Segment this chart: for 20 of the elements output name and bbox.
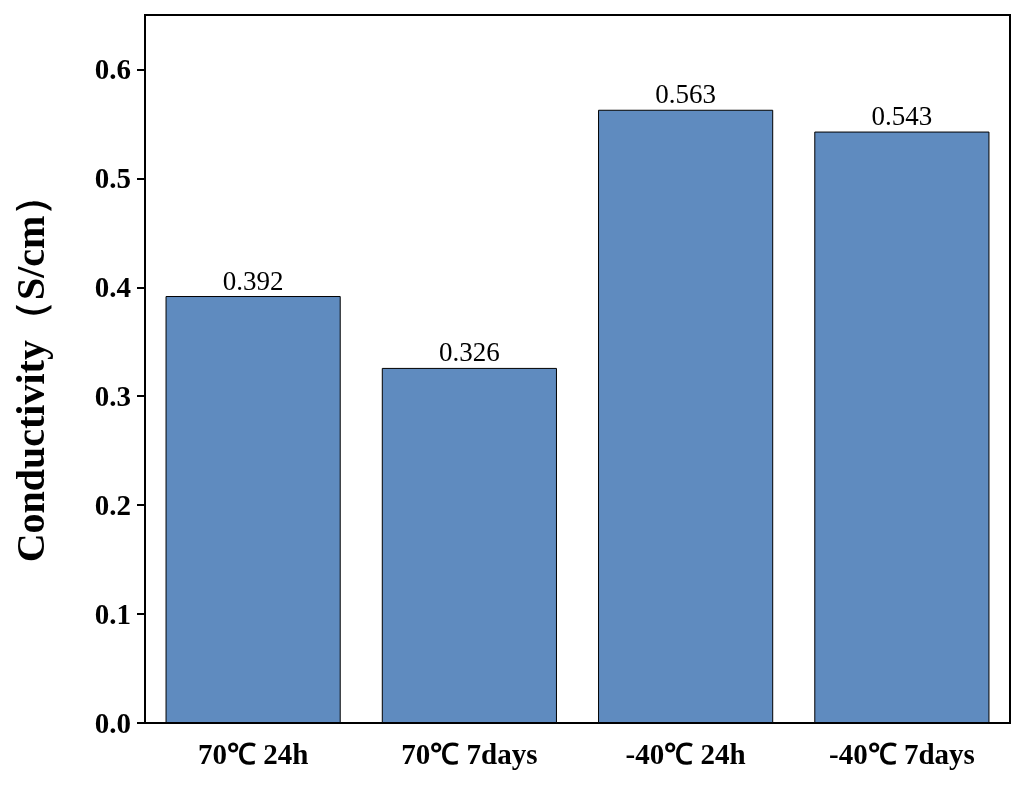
y-tick-label: 0.3 bbox=[94, 380, 131, 413]
x-tick-label: -40℃ 7days bbox=[828, 737, 975, 770]
x-tick-label: -40℃ 24h bbox=[625, 737, 746, 770]
bar bbox=[598, 109, 774, 723]
data-label: 0.392 bbox=[222, 265, 284, 296]
bar bbox=[165, 296, 341, 723]
y-tick-label: 0.2 bbox=[94, 489, 131, 522]
y-tick-label: 0.4 bbox=[94, 271, 131, 304]
y-tick-label: 0.5 bbox=[94, 162, 131, 195]
y-tick-label: 0.6 bbox=[94, 53, 131, 86]
bar bbox=[814, 131, 990, 723]
x-tick-label: 70℃ 7days bbox=[401, 737, 538, 770]
data-label: 0.326 bbox=[439, 337, 500, 368]
bar bbox=[381, 367, 557, 723]
y-tick-label: 0.1 bbox=[94, 598, 131, 631]
data-label: 0.563 bbox=[655, 79, 716, 110]
y-axis-title: Conductivity（S/cm） bbox=[7, 175, 53, 563]
y-tick-label: 0.0 bbox=[94, 707, 131, 739]
data-label: 0.543 bbox=[871, 101, 933, 132]
x-tick-label: 70℃ 24h bbox=[197, 737, 309, 770]
